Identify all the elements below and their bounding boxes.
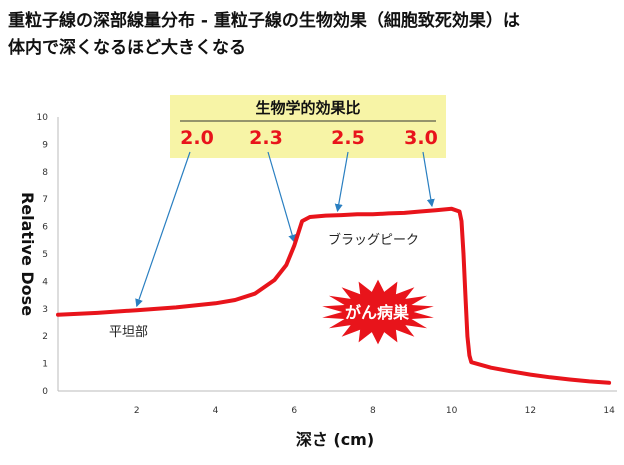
- x-tick-label: 2: [134, 406, 140, 416]
- y-tick-label: 6: [42, 223, 48, 233]
- y-tick-label: 5: [42, 250, 48, 260]
- rbe-arrow: [334, 151, 349, 213]
- cancer-burst-icon: [322, 279, 434, 345]
- rbe-value-3: 2.5: [331, 127, 365, 149]
- chart-title: 重粒子線の深部線量分布 - 重粒子線の生物効果（細胞致死効果）は 体内で深くなる…: [8, 8, 616, 62]
- cancer-label: がん病巣: [345, 303, 410, 322]
- rbe-arrow: [422, 151, 435, 208]
- x-tick-label: 8: [370, 406, 376, 416]
- rbe-value-4: 3.0: [404, 127, 438, 149]
- chart-title-line2: 体内で深くなるほど大きくなる: [8, 38, 246, 58]
- plateau-label: 平坦部: [109, 325, 148, 340]
- rbe-value-1: 2.0: [180, 127, 214, 149]
- y-axis-label: Relative Dose: [18, 192, 37, 316]
- y-tick-labels: 0 1 2 3 4 5 6 7 8 9 10: [37, 113, 49, 397]
- rbe-box: [170, 95, 446, 158]
- rbe-value-2: 2.3: [249, 127, 283, 149]
- y-tick-label: 9: [42, 140, 48, 150]
- chart-title-line1: 重粒子線の深部線量分布 - 重粒子線の生物効果（細胞致死効果）は: [8, 11, 520, 31]
- y-tick-label: 2: [42, 332, 48, 342]
- rbe-arrow: [267, 151, 297, 243]
- y-tick-label: 7: [42, 195, 48, 205]
- x-tick-label: 14: [603, 406, 615, 416]
- x-tick-label: 6: [291, 406, 297, 416]
- x-axis-label: 深さ (cm): [296, 430, 374, 449]
- x-tick-labels: 2 4 6 8 10 12 14: [134, 406, 615, 416]
- x-tick-label: 4: [213, 406, 219, 416]
- x-tick-label: 10: [446, 406, 458, 416]
- y-tick-label: 8: [42, 168, 48, 178]
- rbe-arrows: [135, 151, 435, 308]
- bragg-peak-label: ブラッグピーク: [328, 232, 419, 248]
- dose-curve-line: [56, 206, 612, 385]
- y-tick-label: 0: [42, 387, 48, 397]
- y-tick-label: 10: [37, 113, 49, 123]
- rbe-title: 生物学的効果比: [255, 99, 360, 117]
- y-tick-label: 4: [42, 277, 48, 287]
- rbe-arrow: [135, 151, 191, 308]
- x-tick-label: 12: [525, 406, 536, 416]
- y-tick-label: 3: [42, 305, 48, 315]
- y-tick-label: 1: [42, 360, 48, 370]
